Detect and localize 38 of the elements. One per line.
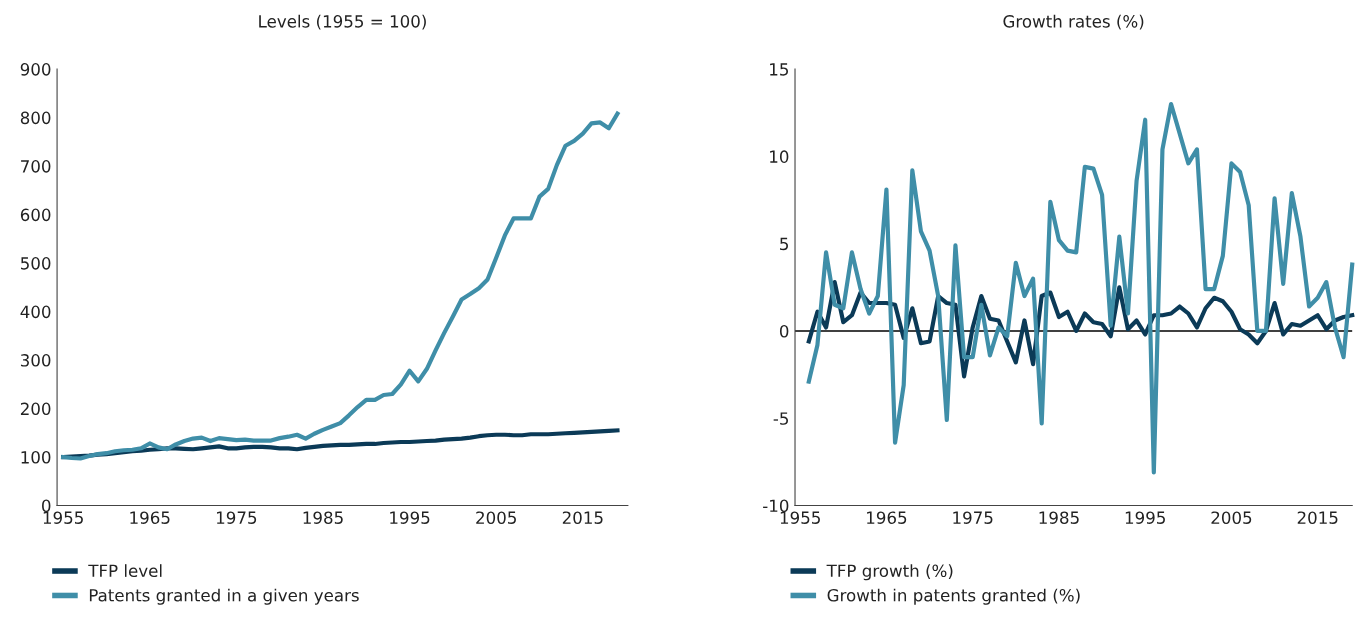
y-tick-label: 400 bbox=[20, 305, 51, 319]
y-tick-label: -5 bbox=[773, 412, 788, 425]
y-tick-label: 100 bbox=[21, 451, 51, 464]
y-tick-label: 700 bbox=[21, 160, 51, 173]
legend-label: Patents granted in a given years bbox=[89, 588, 359, 605]
y-tick-label: 0 bbox=[42, 499, 51, 513]
y-tick-label: 800 bbox=[20, 111, 51, 125]
y-tick-label: 5 bbox=[780, 237, 788, 251]
x-tick-label: 1975 bbox=[216, 511, 257, 524]
x-tick-label: 1995 bbox=[390, 511, 430, 524]
x-tick-label: 2005 bbox=[1211, 511, 1252, 524]
x-tick-label: 1955 bbox=[780, 511, 820, 524]
x-tick-label: 1965 bbox=[130, 511, 170, 524]
x-tick-label: 2005 bbox=[476, 511, 516, 524]
y-tick-label: 600 bbox=[20, 208, 51, 222]
legend-label: Growth in patents granted (%) bbox=[827, 588, 1080, 605]
y-tick-label: 200 bbox=[20, 402, 51, 416]
x-tick-label: 1975 bbox=[953, 511, 993, 524]
chart-title: Growth rates (%) bbox=[1003, 14, 1144, 30]
legend-label: TFP growth (%) bbox=[826, 564, 953, 581]
y-tick-label: 0 bbox=[779, 324, 789, 338]
y-tick-label: 500 bbox=[21, 257, 51, 270]
x-tick-label: 1985 bbox=[303, 511, 343, 524]
x-tick-label: 1985 bbox=[1039, 511, 1079, 524]
x-tick-label: 1955 bbox=[43, 511, 83, 524]
x-tick-label: 1965 bbox=[867, 511, 907, 524]
x-tick-label: 1995 bbox=[1125, 511, 1165, 524]
y-tick-label: 900 bbox=[20, 63, 51, 76]
x-tick-label: 2015 bbox=[1297, 511, 1338, 524]
line-series bbox=[806, 101, 1355, 475]
chart-title: Levels (1955 = 100) bbox=[259, 14, 426, 30]
x-tick-label: 2015 bbox=[562, 511, 603, 524]
legend-label: TFP level bbox=[88, 564, 162, 578]
y-tick-label: 15 bbox=[770, 63, 788, 76]
y-tick-label: -10 bbox=[763, 499, 789, 513]
y-tick-label: 300 bbox=[20, 354, 51, 367]
line-series bbox=[61, 111, 620, 461]
y-tick-label: 10 bbox=[770, 150, 789, 163]
